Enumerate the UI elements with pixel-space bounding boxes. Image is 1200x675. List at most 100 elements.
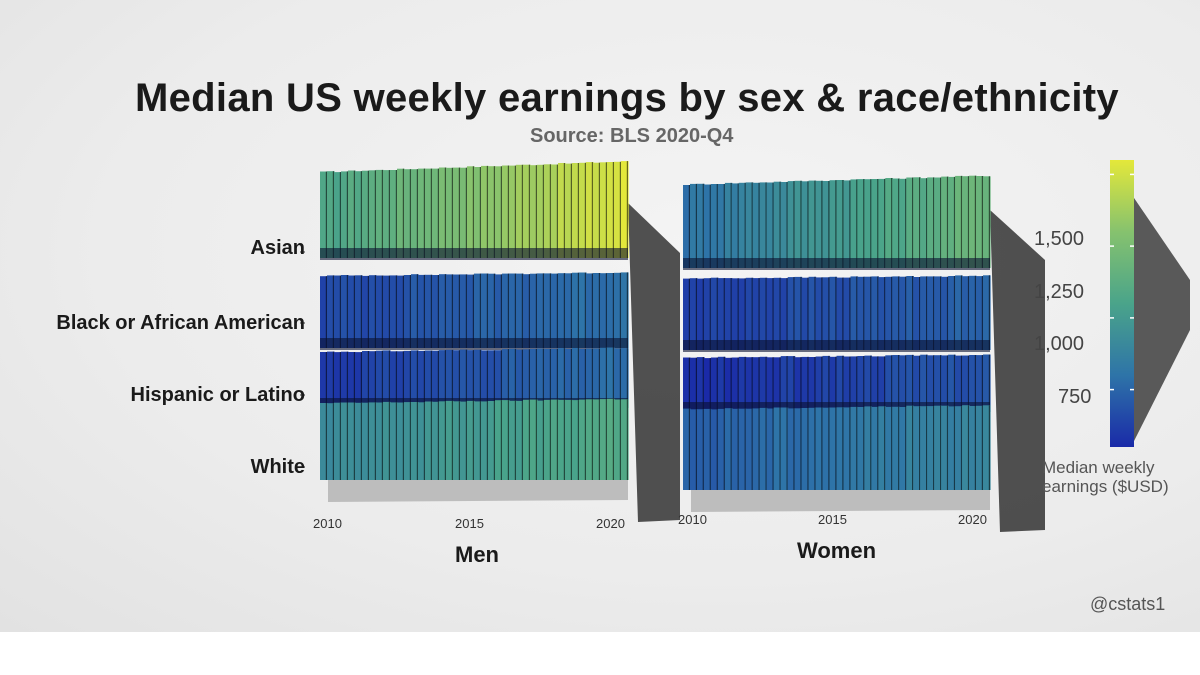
heat-cell-edge <box>912 405 914 490</box>
heat-cell-men-2-7 <box>369 351 377 408</box>
heat-cell-edge <box>528 349 530 408</box>
heat-cell-women-3-38 <box>948 406 956 490</box>
heat-cell-edge <box>709 278 711 350</box>
heat-cell-edge <box>709 408 711 490</box>
heat-cell-edge <box>465 401 467 480</box>
heat-cell-edge <box>339 275 341 348</box>
heat-cell-edge <box>542 400 544 480</box>
row-label-asian: Asian <box>250 237 305 259</box>
heat-cell-men-3-17 <box>439 401 447 480</box>
x-tick-women-2020: 2020 <box>958 512 987 527</box>
heat-cell-edge <box>772 408 774 490</box>
heat-cell-women-0-3 <box>703 184 712 268</box>
heat-cell-edge <box>493 350 495 408</box>
heat-cell-edge <box>863 179 865 268</box>
heat-cell-edge <box>472 166 474 258</box>
heat-cell-women-2-26 <box>864 355 872 412</box>
heat-cell-edge <box>849 277 851 350</box>
heat-cell-edge <box>549 348 551 408</box>
heat-cell-edge <box>430 168 432 258</box>
heat-cell-women-1-16 <box>794 276 803 350</box>
heat-cell-men-3-9 <box>383 401 391 480</box>
heat-cell-women-1-23 <box>843 277 852 350</box>
heat-cell-women-2-39 <box>955 355 963 412</box>
heat-cell-edge <box>926 406 928 490</box>
heat-cell-women-2-6 <box>724 357 733 412</box>
row-shadow-band <box>320 338 628 350</box>
heat-cell-edge <box>479 273 481 348</box>
heat-cell-edge <box>744 356 746 412</box>
heat-cell-women-1-41 <box>969 275 977 350</box>
heat-cell-women-1-18 <box>808 276 817 350</box>
heat-cell-edge <box>946 405 949 490</box>
heat-cell-edge <box>793 277 795 350</box>
heat-cell-edge <box>619 399 621 480</box>
heat-cell-edge <box>472 350 474 408</box>
heat-cell-women-1-11 <box>759 277 768 350</box>
heat-cell-edge <box>786 182 788 268</box>
heat-cell-edge <box>940 276 942 350</box>
heat-cell-women-3-24 <box>850 406 859 490</box>
heat-cell-men-3-16 <box>432 401 440 480</box>
heat-cell-women-2-12 <box>766 357 775 412</box>
heat-cell-men-3-27 <box>509 400 517 480</box>
heat-cell-men-2-26 <box>502 349 510 408</box>
heat-cell-edge <box>612 347 614 408</box>
heat-cell-edge <box>577 348 579 408</box>
heat-cell-edge <box>395 402 397 480</box>
panel-label-men: Men <box>455 542 499 567</box>
heat-cell-women-2-0 <box>683 357 691 412</box>
heat-cell-men-2-40 <box>600 347 608 408</box>
heat-cell-edge <box>486 401 488 480</box>
heat-cell-edge <box>981 276 983 350</box>
heat-cell-edge <box>793 181 795 268</box>
colorbar-tick-1500: 1,500 <box>1034 228 1085 250</box>
heat-cell-edge <box>535 399 537 480</box>
heat-cell-men-3-18 <box>446 400 454 480</box>
heat-cell-women-1-34 <box>920 276 928 350</box>
heat-cell-edge <box>981 405 983 490</box>
heat-cell-edge <box>716 277 718 350</box>
heat-cell-edge <box>395 351 397 408</box>
heat-cell-women-1-14 <box>780 278 789 350</box>
chart-subtitle: Source: BLS 2020-Q4 <box>530 125 734 147</box>
heat-cell-women-3-16 <box>794 408 803 490</box>
heat-cell-men-2-38 <box>586 348 594 408</box>
colorbar-label-line-1: Median weekly <box>1042 458 1155 477</box>
heat-cell-edge <box>388 170 390 258</box>
heat-cell-edge <box>988 275 990 350</box>
heat-cell-edge <box>332 403 334 480</box>
heat-cell-men-2-37 <box>579 348 587 408</box>
heat-cell-women-0-28 <box>878 178 886 268</box>
heat-cell-edge <box>360 352 362 408</box>
heat-cell-edge <box>528 274 530 348</box>
heat-cell-edge <box>953 354 956 412</box>
heat-cell-edge <box>612 162 614 258</box>
heat-cell-edge <box>800 180 802 268</box>
heat-cell-men-3-5 <box>355 402 363 480</box>
heat-cell-edge <box>381 350 383 408</box>
heat-cell-edge <box>556 273 558 348</box>
heat-cell-women-0-0 <box>683 185 691 268</box>
heat-cell-women-2-31 <box>899 355 907 412</box>
heat-cell-edge <box>423 402 425 480</box>
heat-cell-edge <box>500 400 502 480</box>
heat-cell-edge <box>974 406 976 490</box>
heat-cell-edge <box>416 274 418 348</box>
heat-cell-men-2-36 <box>572 348 580 408</box>
heat-cell-women-3-40 <box>962 405 970 490</box>
heat-cell-edge <box>451 274 453 348</box>
heat-cell-men-0-18 <box>446 167 454 258</box>
heat-cell-women-0-27 <box>871 179 879 268</box>
heat-cell-edge <box>332 171 334 258</box>
heat-cell-women-3-34 <box>920 406 928 490</box>
heat-cell-women-1-7 <box>731 278 740 350</box>
row-label-black: Black or African American <box>56 312 305 334</box>
heat-cell-men-2-4 <box>348 352 356 408</box>
heat-cell-men-0-15 <box>425 168 433 258</box>
heat-cell-women-1-5 <box>717 278 726 350</box>
heat-cell-edge <box>898 355 900 412</box>
heat-cell-edge <box>877 179 879 268</box>
heat-cell-edge <box>521 400 523 480</box>
